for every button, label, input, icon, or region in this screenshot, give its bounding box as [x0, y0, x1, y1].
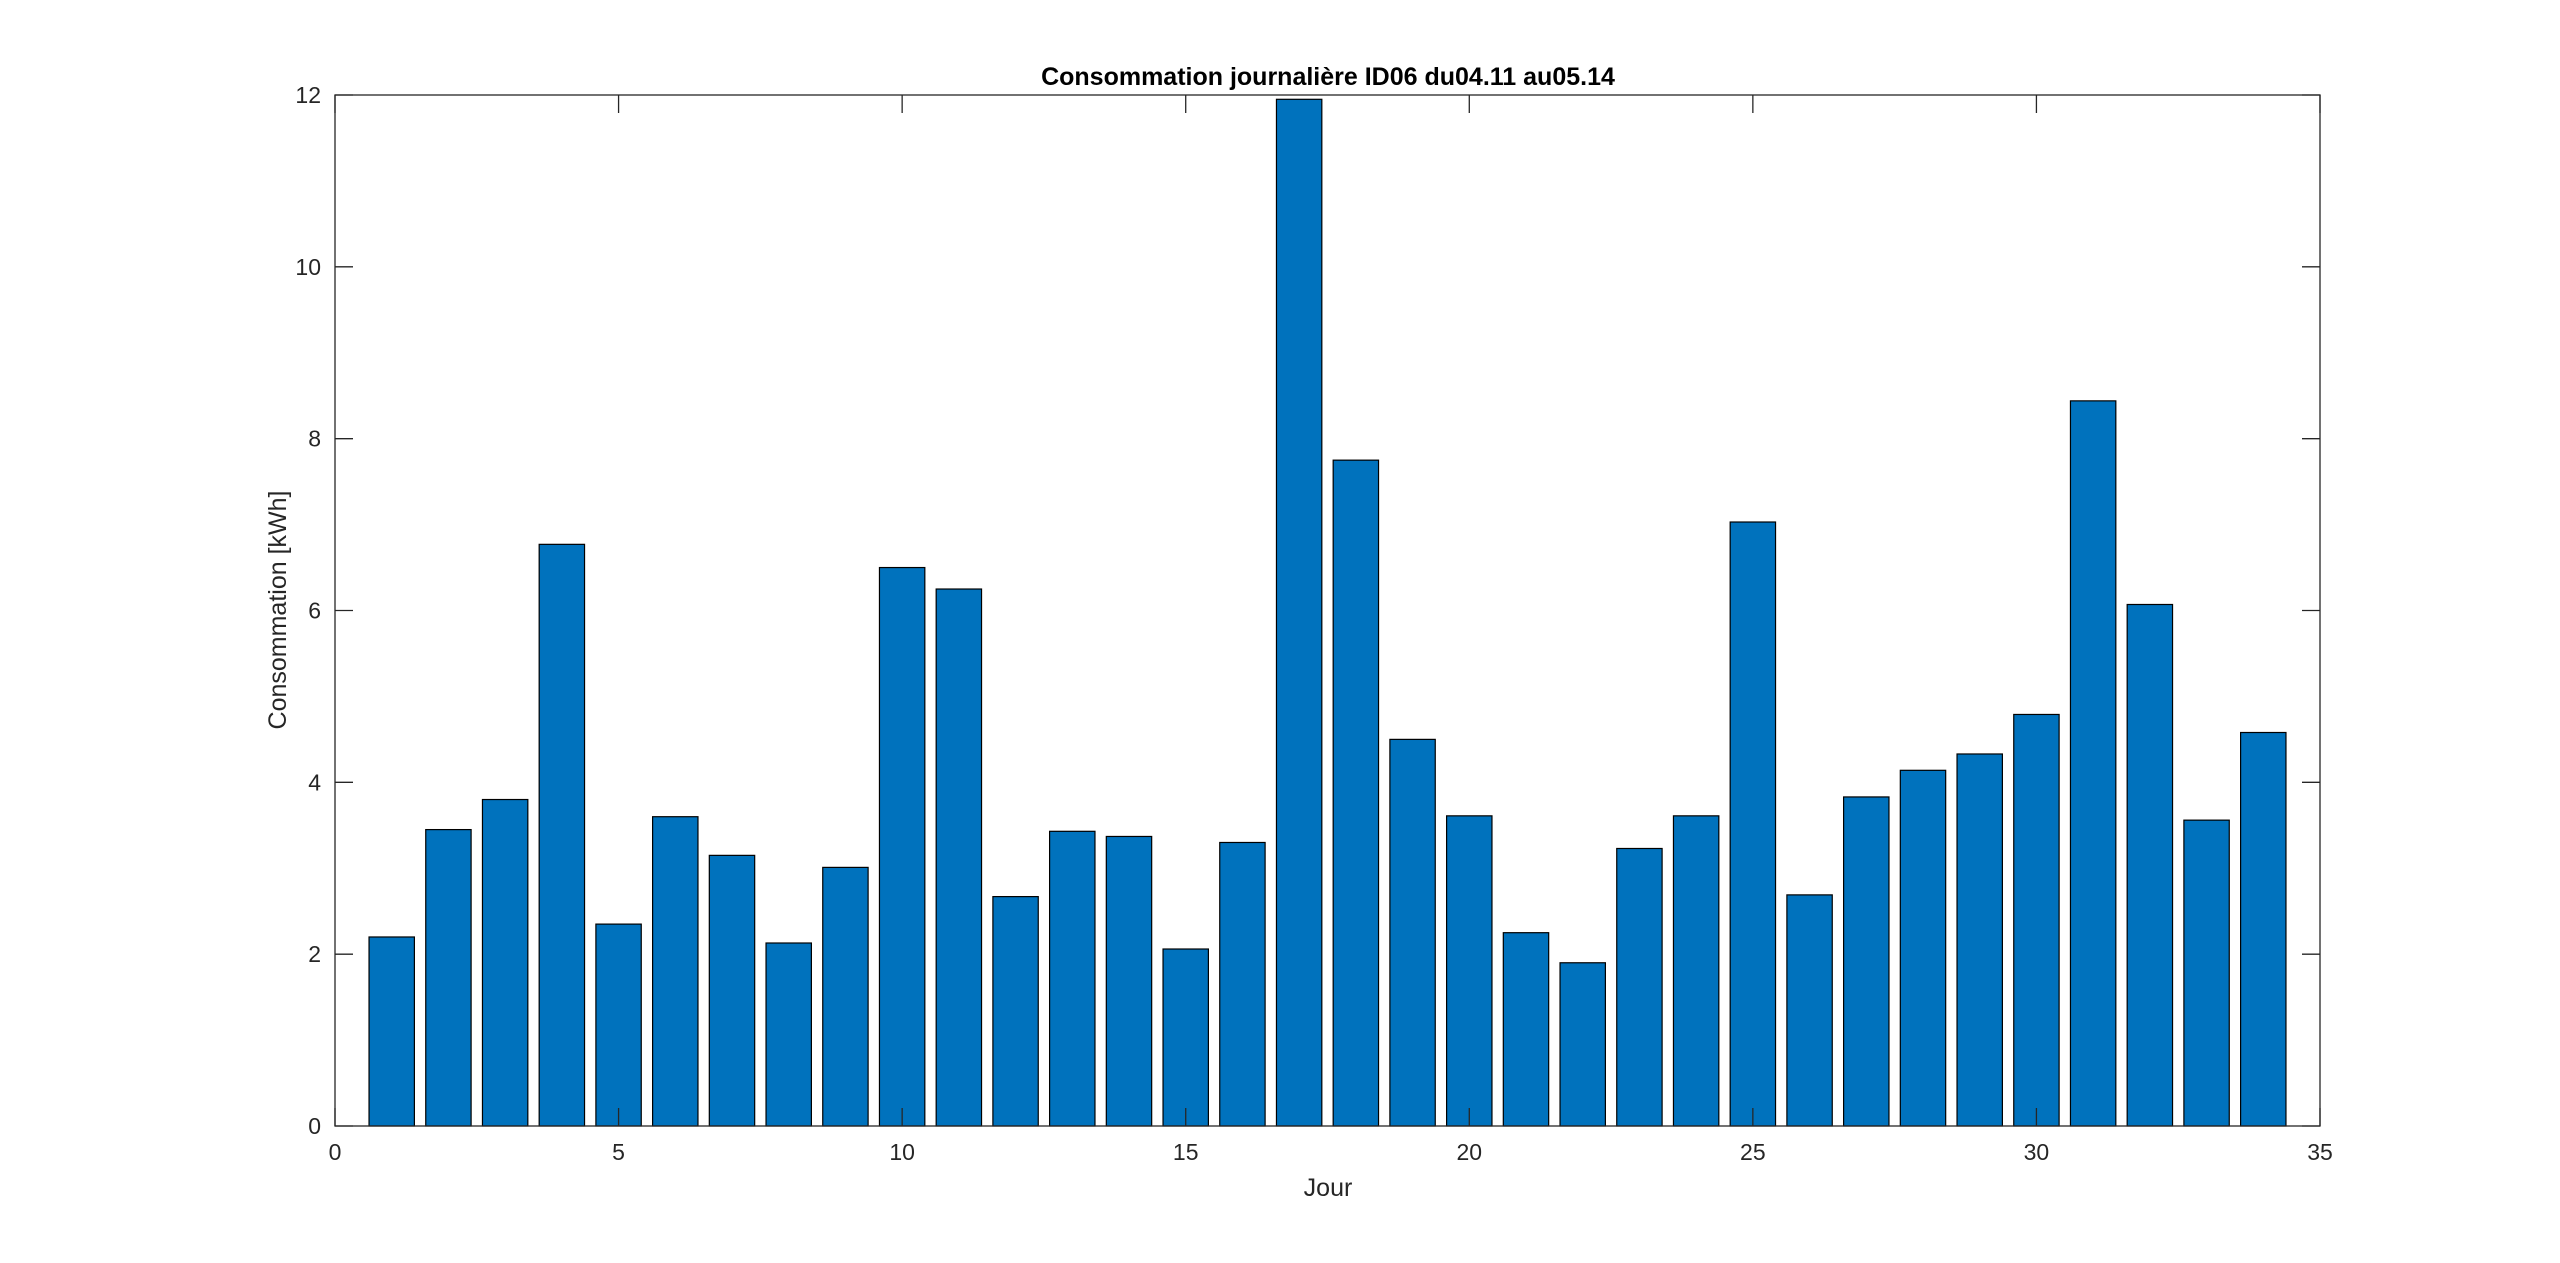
y-axis-label: Consommation [kWh] [264, 491, 292, 730]
x-axis-label: Jour [1304, 1174, 1353, 1202]
x-tick-label: 10 [889, 1139, 915, 1165]
bar-day-8 [765, 942, 813, 1127]
bar-day-28 [1899, 769, 1947, 1127]
bar-day-4 [538, 543, 586, 1127]
bars-group [368, 98, 2287, 1127]
bar-day-18 [1332, 459, 1380, 1127]
bar-day-26 [1786, 894, 1833, 1127]
x-tick-label: 25 [1740, 1139, 1766, 1165]
x-tick-label: 35 [2307, 1139, 2333, 1165]
bar-day-22 [1559, 962, 1607, 1127]
bar-day-19 [1389, 738, 1436, 1127]
bar-day-14 [1105, 835, 1153, 1127]
x-tick-label: 0 [329, 1139, 342, 1165]
bar-day-1 [368, 936, 415, 1127]
bar-day-16 [1219, 841, 1266, 1127]
y-tick-label: 8 [308, 426, 321, 452]
bar-day-25 [1729, 521, 1777, 1127]
y-tick-label: 4 [308, 769, 321, 795]
bar-day-29 [1956, 753, 2004, 1127]
y-tick-label: 6 [308, 598, 321, 624]
bar-day-12 [992, 895, 1039, 1127]
bar-day-7 [708, 854, 756, 1127]
bar-day-34 [2240, 731, 2287, 1127]
bar-day-33 [2183, 819, 2230, 1127]
bar-day-5 [595, 923, 642, 1127]
bar-day-13 [1048, 830, 1096, 1127]
bar-day-27 [1842, 796, 1890, 1127]
bar-day-20 [1445, 815, 1493, 1127]
bar-day-6 [651, 816, 699, 1127]
y-tick-label: 10 [295, 254, 321, 280]
bar-day-21 [1502, 932, 1550, 1127]
bar-day-31 [2069, 400, 2117, 1127]
x-tick-label: 20 [1456, 1139, 1482, 1165]
bar-day-3 [481, 798, 529, 1127]
bar-day-23 [1616, 847, 1663, 1127]
bar-day-24 [1672, 815, 1720, 1127]
bar-day-11 [935, 588, 983, 1127]
ticks-group: 0 5 10 15 20 25 30 35 0 2 4 6 8 10 12 [295, 82, 2332, 1165]
bar-day-2 [425, 828, 472, 1127]
x-tick-label: 15 [1173, 1139, 1199, 1165]
y-tick-label: 0 [308, 1113, 321, 1139]
bar-day-10 [878, 566, 926, 1127]
x-tick-label: 30 [2024, 1139, 2050, 1165]
bar-day-32 [2126, 603, 2174, 1127]
chart-title: Consommation journalière ID06 du04.11 au… [1041, 63, 1615, 91]
bar-day-17 [1275, 98, 1323, 1127]
y-tick-label: 2 [308, 941, 321, 967]
x-tick-label: 5 [612, 1139, 625, 1165]
bar-day-15 [1162, 948, 1210, 1127]
bar-day-30 [2013, 713, 2060, 1127]
y-tick-label: 12 [295, 82, 321, 108]
bar-day-9 [822, 866, 869, 1127]
